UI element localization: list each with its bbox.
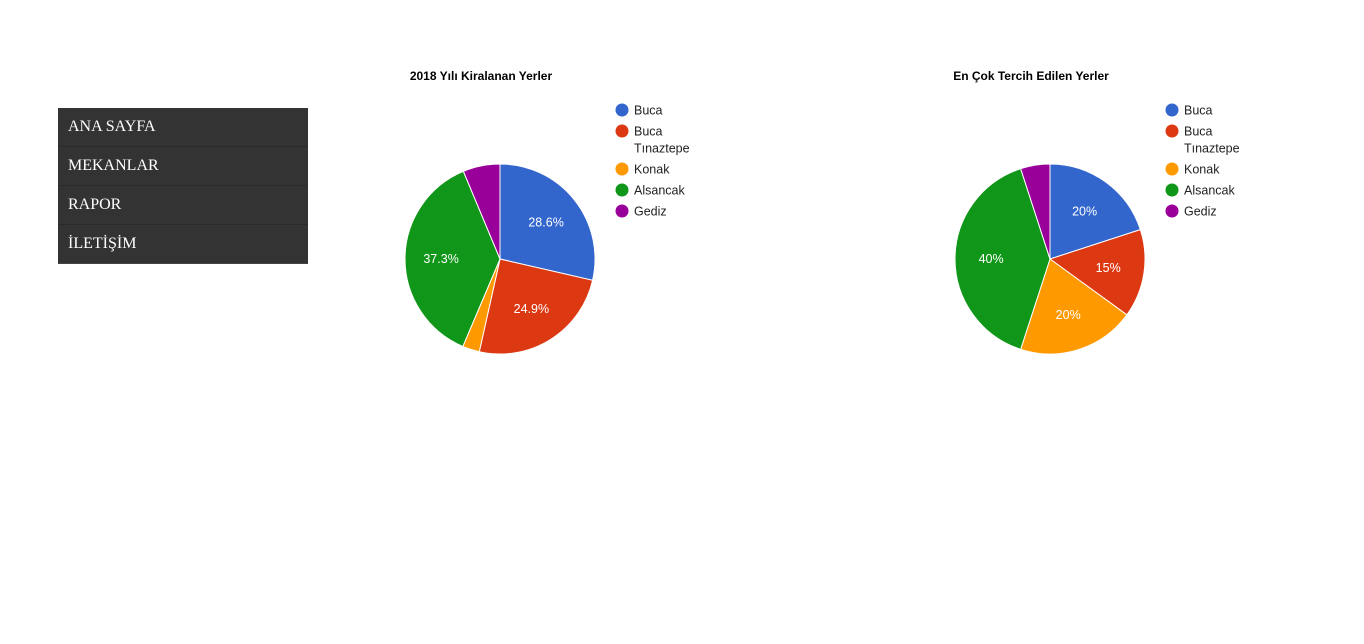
legend-item-konak[interactable]: Konak <box>1165 162 1221 177</box>
legend-label: Buca Tınaztepe <box>634 125 690 156</box>
nav-item-ana-sayfa[interactable]: ANA SAYFA <box>58 108 308 147</box>
slice-label-buca: 28.6% <box>528 215 563 229</box>
legend-marker <box>1165 162 1179 176</box>
legend-marker <box>615 124 629 138</box>
legend-item-alsancak[interactable]: Alsancak <box>615 183 686 198</box>
legend-item-alsancak[interactable]: Alsancak <box>1165 183 1236 198</box>
slice-label-alsancak: 40% <box>979 252 1004 266</box>
pie-chart-preferred: En Çok Tercih Edilen Yerler 20% 15% 20% 40% B… <box>930 60 1270 380</box>
pie-slices <box>954 163 1146 355</box>
legend-label: Alsancak <box>1184 184 1235 198</box>
legend-marker <box>615 204 629 218</box>
legend-item-buca[interactable]: Buca <box>1165 103 1213 118</box>
legend-label: Buca Tınaztepe <box>1184 125 1240 156</box>
legend-marker <box>615 162 629 176</box>
legend-item-konak[interactable]: Konak <box>615 162 671 177</box>
sidebar-menu: ANA SAYFA MEKANLAR RAPOR İLETİŞİM <box>58 108 308 264</box>
nav-item-iletisim[interactable]: İLETİŞİM <box>58 225 308 264</box>
chart-title: 2018 Yılı Kiralanan Yerler <box>410 69 553 83</box>
legend-marker <box>1165 183 1179 197</box>
legend-label: Gediz <box>1184 205 1217 219</box>
chart-legend: Buca Buca Tınaztepe Konak Alsancak Gediz <box>1165 103 1240 219</box>
pie-slice-buca[interactable] <box>499 163 596 281</box>
legend-label: Konak <box>634 163 670 177</box>
pie-slice-buca[interactable] <box>1049 163 1141 260</box>
pie-slice-buca-tinaztepe[interactable] <box>1048 229 1146 316</box>
chart-legend: Buca Buca Tınaztepe Konak Alsancak Gediz <box>615 103 690 219</box>
legend-label: Konak <box>1184 163 1220 177</box>
legend-label: Alsancak <box>634 184 685 198</box>
pie-slices <box>404 163 596 355</box>
pie-slice-alsancak[interactable] <box>954 168 1051 350</box>
nav-item-mekanlar[interactable]: MEKANLAR <box>58 147 308 186</box>
slice-label-buca-tinaztepe: 24.9% <box>514 302 549 316</box>
legend-marker <box>1165 124 1179 138</box>
pie-chart-svg: En Çok Tercih Edilen Yerler 20% 15% 20% 40% B… <box>953 69 1240 355</box>
legend-item-buca-tinaztepe[interactable]: Buca Tınaztepe <box>1165 124 1240 156</box>
pie-slice-gediz[interactable] <box>462 163 501 260</box>
legend-item-gediz[interactable]: Gediz <box>1165 204 1217 219</box>
legend-marker <box>1165 204 1179 218</box>
pie-slice-gediz[interactable] <box>1020 163 1051 260</box>
pie-slice-konak[interactable] <box>1020 258 1128 355</box>
slice-label-alsancak: 37.3% <box>423 252 458 266</box>
legend-label: Buca <box>634 104 663 118</box>
pie-chart-rentals: 2018 Yılı Kiralanan Yerler 28.6% 24.9% 37.3… <box>380 60 720 380</box>
chart-title: En Çok Tercih Edilen Yerler <box>953 69 1109 83</box>
legend-marker <box>615 183 629 197</box>
legend-item-buca[interactable]: Buca <box>615 103 663 118</box>
pie-chart-svg: 2018 Yılı Kiralanan Yerler 28.6% 24.9% 37.3… <box>404 69 690 355</box>
legend-marker <box>1165 103 1179 117</box>
slice-label-konak: 20% <box>1056 308 1081 322</box>
pie-slice-buca-tinaztepe[interactable] <box>478 258 594 355</box>
legend-label: Gediz <box>634 205 667 219</box>
legend-item-buca-tinaztepe[interactable]: Buca Tınaztepe <box>615 124 690 156</box>
legend-label: Buca <box>1184 104 1213 118</box>
slice-label-buca-tinaztepe: 15% <box>1096 261 1121 275</box>
legend-item-gediz[interactable]: Gediz <box>615 204 667 219</box>
nav-item-rapor[interactable]: RAPOR <box>58 186 308 225</box>
pie-slice-alsancak[interactable] <box>404 170 501 348</box>
legend-marker <box>615 103 629 117</box>
slice-label-buca: 20% <box>1072 204 1097 218</box>
